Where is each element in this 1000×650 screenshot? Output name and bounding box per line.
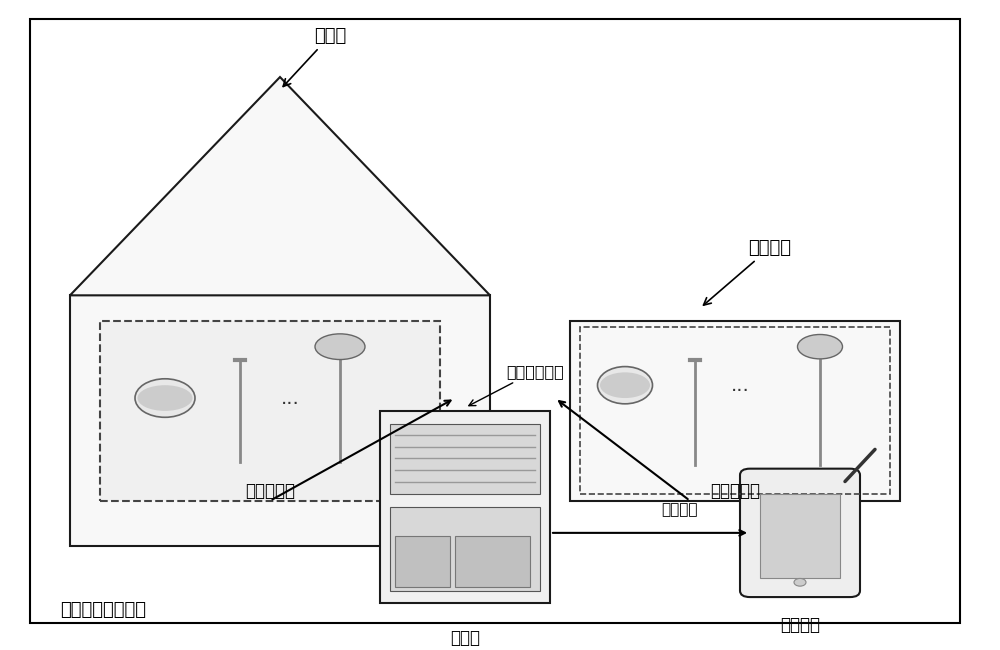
Ellipse shape (135, 379, 195, 417)
Text: 小区消防预警系统: 小区消防预警系统 (60, 601, 146, 619)
Text: 消防预警中心: 消防预警中心 (469, 364, 564, 406)
FancyBboxPatch shape (100, 321, 440, 500)
Ellipse shape (794, 578, 806, 586)
Ellipse shape (315, 334, 365, 359)
FancyBboxPatch shape (380, 411, 550, 603)
FancyBboxPatch shape (570, 321, 900, 500)
Text: ...: ... (281, 389, 299, 408)
Text: 无线传感器: 无线传感器 (710, 482, 760, 500)
Text: ...: ... (731, 376, 749, 395)
Text: 公共区域: 公共区域 (704, 239, 792, 305)
Polygon shape (70, 77, 490, 295)
Text: 无线传感器: 无线传感器 (245, 482, 295, 500)
FancyBboxPatch shape (455, 536, 530, 588)
FancyBboxPatch shape (395, 536, 450, 588)
FancyBboxPatch shape (70, 295, 490, 546)
Ellipse shape (138, 385, 192, 411)
FancyBboxPatch shape (760, 495, 840, 578)
Text: 预警信息: 预警信息 (662, 502, 698, 517)
Text: 住户内: 住户内 (283, 27, 346, 86)
Text: 服务器: 服务器 (450, 629, 480, 647)
Text: 预警终端: 预警终端 (780, 616, 820, 634)
Ellipse shape (598, 367, 652, 404)
Ellipse shape (600, 372, 650, 398)
FancyBboxPatch shape (740, 469, 860, 597)
FancyBboxPatch shape (390, 507, 540, 591)
FancyBboxPatch shape (30, 20, 960, 623)
FancyBboxPatch shape (390, 424, 540, 495)
Ellipse shape (798, 335, 842, 359)
